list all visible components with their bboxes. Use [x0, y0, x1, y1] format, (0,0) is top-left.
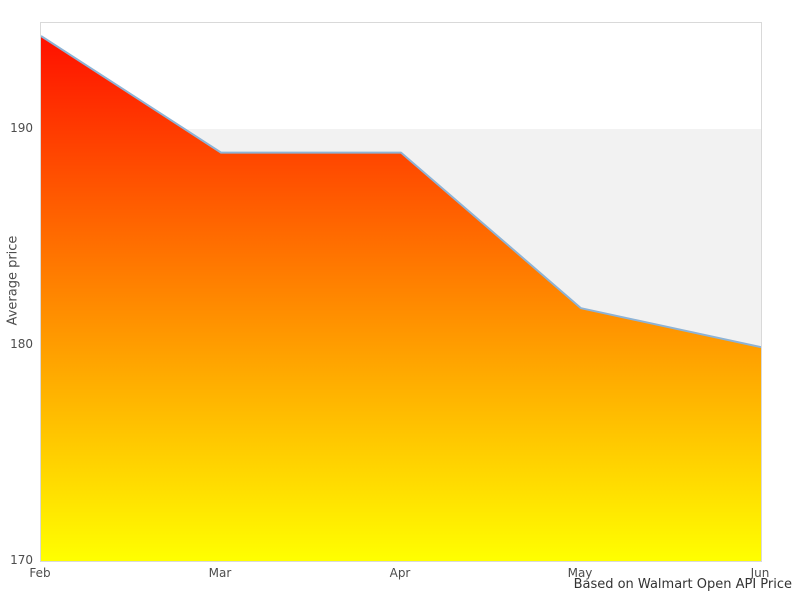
plot-area	[40, 22, 762, 562]
x-tick-mar: Mar	[208, 566, 232, 580]
x-tick-feb: Feb	[29, 566, 51, 580]
x-tick-may: May	[567, 566, 593, 580]
x-tick-jun: Jun	[750, 566, 770, 580]
x-tick-apr: Apr	[389, 566, 411, 580]
source-caption: Based on Walmart Open API Price	[573, 577, 792, 592]
y-tick-170: 170	[10, 553, 33, 567]
y-axis-label: Average price	[5, 235, 21, 326]
y-tick-180: 180	[10, 337, 33, 351]
y-tick-190: 190	[10, 121, 33, 135]
area-series	[40, 23, 762, 561]
